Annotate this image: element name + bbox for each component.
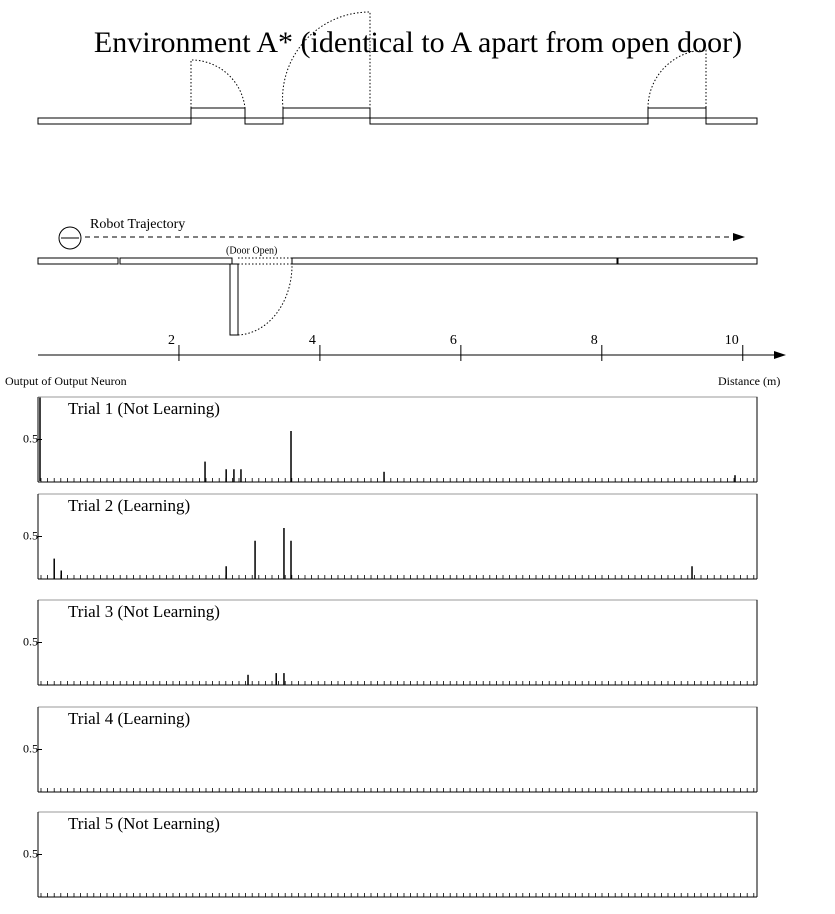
door-label: (Door Open) bbox=[226, 245, 277, 256]
y-tick-label: 0.5 bbox=[23, 431, 38, 445]
x-tick-label: 4 bbox=[309, 333, 316, 348]
trajectory-label: Robot Trajectory bbox=[90, 217, 185, 232]
x-tick-label: 8 bbox=[591, 333, 598, 348]
y-tick-label: 0.5 bbox=[23, 846, 38, 860]
x-axis-label: Distance (m) bbox=[718, 374, 780, 388]
figure-title: Environment A* (identical to A apart fro… bbox=[94, 26, 742, 59]
environment-bottom bbox=[37, 226, 758, 336]
panel-title: Trial 1 (Not Learning) bbox=[68, 399, 220, 418]
x-tick-label: 10 bbox=[725, 333, 739, 348]
panel-title: Trial 5 (Not Learning) bbox=[68, 814, 220, 833]
y-axis-label: Output of Output Neuron bbox=[5, 374, 127, 388]
y-tick-label: 0.5 bbox=[23, 528, 38, 542]
x-tick-label: 6 bbox=[450, 333, 457, 348]
panel-title: Trial 4 (Learning) bbox=[68, 709, 190, 728]
y-tick-label: 0.5 bbox=[23, 741, 38, 755]
panel-title: Trial 3 (Not Learning) bbox=[68, 602, 220, 621]
panel-title: Trial 2 (Learning) bbox=[68, 496, 190, 515]
environment-top bbox=[37, 11, 758, 125]
axis-arrow bbox=[774, 351, 786, 359]
y-tick-label: 0.5 bbox=[23, 634, 38, 648]
x-tick-label: 2 bbox=[168, 333, 175, 348]
